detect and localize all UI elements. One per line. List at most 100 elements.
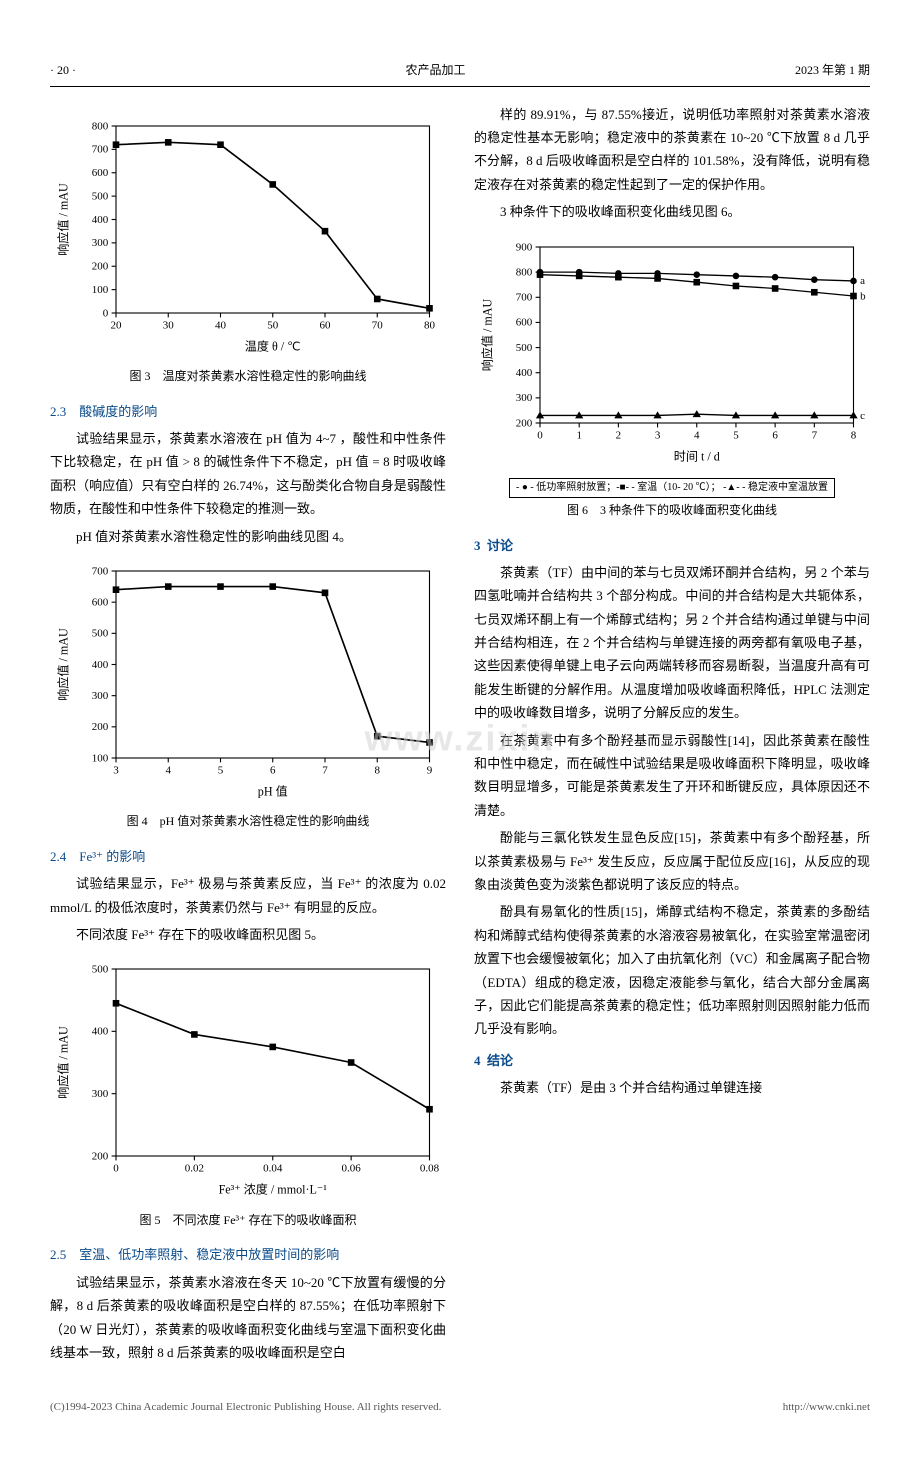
para-3-2: 在茶黄素中有多个酚羟基而显示弱酸性[14]，因此茶黄素在酸性和中性中稳定，而在碱… <box>474 729 870 823</box>
figure-4: 3456789100200300400500600700pH 值响应值 / mA… <box>50 560 446 833</box>
page-header: 20 农产品加工 2023 年第 1 期 <box>50 60 870 87</box>
section-4-title: 结论 <box>487 1053 513 1068</box>
para-2-3-1: 试验结果显示，茶黄素水溶液在 pH 值为 4~7 ，酸性和中性条件下比较稳定，在… <box>50 427 446 521</box>
svg-text:6: 6 <box>772 429 778 441</box>
page-footer: (C)1994-2023 China Academic Journal Elec… <box>50 1398 870 1418</box>
figure-6: 012345678200300400500600700800900时间 t / … <box>474 236 870 522</box>
section-2-4-heading: 2.4 Fe³⁺ 的影响 <box>50 845 446 868</box>
svg-text:温度 θ / ℃: 温度 θ / ℃ <box>245 338 301 353</box>
svg-text:900: 900 <box>516 241 533 253</box>
svg-text:9: 9 <box>427 764 433 776</box>
section-4-number: 4 <box>474 1053 481 1068</box>
svg-text:500: 500 <box>516 341 533 353</box>
svg-text:6: 6 <box>270 764 276 776</box>
svg-text:5: 5 <box>218 764 224 776</box>
figure-5-caption: 图 5 不同浓度 Fe³⁺ 存在下的吸收峰面积 <box>50 1210 446 1232</box>
svg-text:8: 8 <box>851 429 857 441</box>
svg-text:4: 4 <box>694 429 700 441</box>
para-3-3: 酚能与三氯化铁发生显色反应[15]，茶黄素中有多个酚羟基，所以茶黄素极易与 Fe… <box>474 826 870 896</box>
svg-text:b: b <box>860 290 866 302</box>
svg-text:时间 t / d: 时间 t / d <box>674 449 720 463</box>
section-3-heading: 3 讨论 <box>474 534 870 557</box>
para-4-1: 茶黄素（TF）是由 3 个并合结构通过单键连接 <box>474 1076 870 1099</box>
svg-text:100: 100 <box>92 284 109 296</box>
figure-3-caption: 图 3 温度对茶黄素水溶性稳定性的影响曲线 <box>50 366 446 388</box>
figure-5: 00.020.040.060.08200300400500Fe³⁺ 浓度 / m… <box>50 958 446 1231</box>
figure-3: 203040506070800100200300400500600700800温… <box>50 115 446 388</box>
right-column: 样的 89.91%，与 87.55%接近，说明低功率照射对茶黄素水溶液的稳定性基… <box>474 103 870 1369</box>
para-continuation: 样的 89.91%，与 87.55%接近，说明低功率照射对茶黄素水溶液的稳定性基… <box>474 103 870 197</box>
para-3-1: 茶黄素（TF）由中间的苯与七员双烯环酮并合结构，另 2 个苯与四氢吡喃并合结构共… <box>474 561 870 725</box>
svg-text:400: 400 <box>92 659 109 671</box>
section-3-title: 讨论 <box>487 538 513 553</box>
para-3-4: 酚具有易氧化的性质[15]，烯醇式结构不稳定，茶黄素的多酚结构和烯醇式结构使得茶… <box>474 900 870 1040</box>
svg-text:200: 200 <box>92 721 109 733</box>
svg-text:600: 600 <box>92 167 109 179</box>
svg-text:pH 值: pH 值 <box>258 783 288 798</box>
svg-text:0: 0 <box>537 429 543 441</box>
svg-text:5: 5 <box>733 429 739 441</box>
para-2-5-1: 试验结果显示，茶黄素水溶液在冬天 10~20 ℃下放置有缓慢的分解，8 d 后茶… <box>50 1271 446 1365</box>
svg-text:8: 8 <box>375 764 381 776</box>
para-fig6-ref: 3 种条件下的吸收峰面积变化曲线见图 6。 <box>474 200 870 223</box>
svg-text:300: 300 <box>92 690 109 702</box>
svg-text:0: 0 <box>113 1163 119 1175</box>
svg-text:400: 400 <box>92 213 109 225</box>
svg-text:500: 500 <box>92 964 109 976</box>
section-4-heading: 4 结论 <box>474 1049 870 1072</box>
footer-url: http://www.cnki.net <box>783 1398 870 1418</box>
svg-text:7: 7 <box>812 429 818 441</box>
svg-text:c: c <box>860 409 865 421</box>
svg-text:70: 70 <box>372 319 384 331</box>
svg-text:200: 200 <box>516 417 533 429</box>
section-2-5-heading: 2.5 室温、低功率照射、稳定液中放置时间的影响 <box>50 1243 446 1266</box>
svg-text:700: 700 <box>516 291 533 303</box>
svg-text:7: 7 <box>322 764 328 776</box>
svg-text:300: 300 <box>92 1088 109 1100</box>
para-2-4-1: 试验结果显示，Fe³⁺ 极易与茶黄素反应，当 Fe³⁺ 的浓度为 0.02 mm… <box>50 872 446 919</box>
svg-text:响应值 / mAU: 响应值 / mAU <box>480 298 495 371</box>
svg-text:2: 2 <box>616 429 622 441</box>
figure-6-legend: - ● - 低功率照射放置；-■- - 室温（10- 20 ℃）； -▲- - … <box>509 478 835 498</box>
footer-copyright: (C)1994-2023 China Academic Journal Elec… <box>50 1398 441 1418</box>
chart6-svg: 012345678200300400500600700800900时间 t / … <box>474 236 870 467</box>
svg-text:500: 500 <box>92 628 109 640</box>
para-2-4-2: 不同浓度 Fe³⁺ 存在下的吸收峰面积见图 5。 <box>50 923 446 946</box>
svg-text:200: 200 <box>92 260 109 272</box>
journal-title: 农产品加工 <box>405 60 465 82</box>
svg-text:0.06: 0.06 <box>342 1163 362 1175</box>
svg-text:0.04: 0.04 <box>263 1163 283 1175</box>
svg-text:300: 300 <box>516 392 533 404</box>
left-column: 203040506070800100200300400500600700800温… <box>50 103 446 1369</box>
svg-text:响应值 / mAU: 响应值 / mAU <box>56 1026 71 1099</box>
svg-text:3: 3 <box>113 764 119 776</box>
svg-text:60: 60 <box>319 319 331 331</box>
svg-text:80: 80 <box>424 319 436 331</box>
svg-text:40: 40 <box>215 319 227 331</box>
svg-text:1: 1 <box>576 429 582 441</box>
svg-text:400: 400 <box>92 1026 109 1038</box>
svg-text:20: 20 <box>111 319 123 331</box>
svg-text:600: 600 <box>516 316 533 328</box>
chart4-svg: 3456789100200300400500600700pH 值响应值 / mA… <box>50 560 446 802</box>
svg-text:0.02: 0.02 <box>185 1163 204 1175</box>
svg-text:700: 700 <box>92 565 109 577</box>
svg-text:300: 300 <box>92 237 109 249</box>
section-3-number: 3 <box>474 538 481 553</box>
svg-text:Fe³⁺ 浓度 / mmol·L⁻¹: Fe³⁺ 浓度 / mmol·L⁻¹ <box>219 1182 328 1197</box>
svg-text:响应值 / mAU: 响应值 / mAU <box>56 628 71 701</box>
chart5-svg: 00.020.040.060.08200300400500Fe³⁺ 浓度 / m… <box>50 958 446 1200</box>
svg-text:200: 200 <box>92 1151 109 1163</box>
svg-text:0: 0 <box>103 307 109 319</box>
svg-text:a: a <box>860 275 865 287</box>
figure-4-caption: 图 4 pH 值对茶黄素水溶性稳定性的影响曲线 <box>50 811 446 833</box>
svg-text:4: 4 <box>166 764 172 776</box>
page-number: 20 <box>50 60 76 82</box>
svg-text:3: 3 <box>655 429 661 441</box>
para-2-3-2: pH 值对茶黄素水溶性稳定性的影响曲线见图 4。 <box>50 525 446 548</box>
svg-text:700: 700 <box>92 143 109 155</box>
section-2-3-heading: 2.3 酸碱度的影响 <box>50 400 446 423</box>
issue-info: 2023 年第 1 期 <box>795 60 870 82</box>
svg-text:800: 800 <box>516 266 533 278</box>
svg-text:100: 100 <box>92 752 109 764</box>
